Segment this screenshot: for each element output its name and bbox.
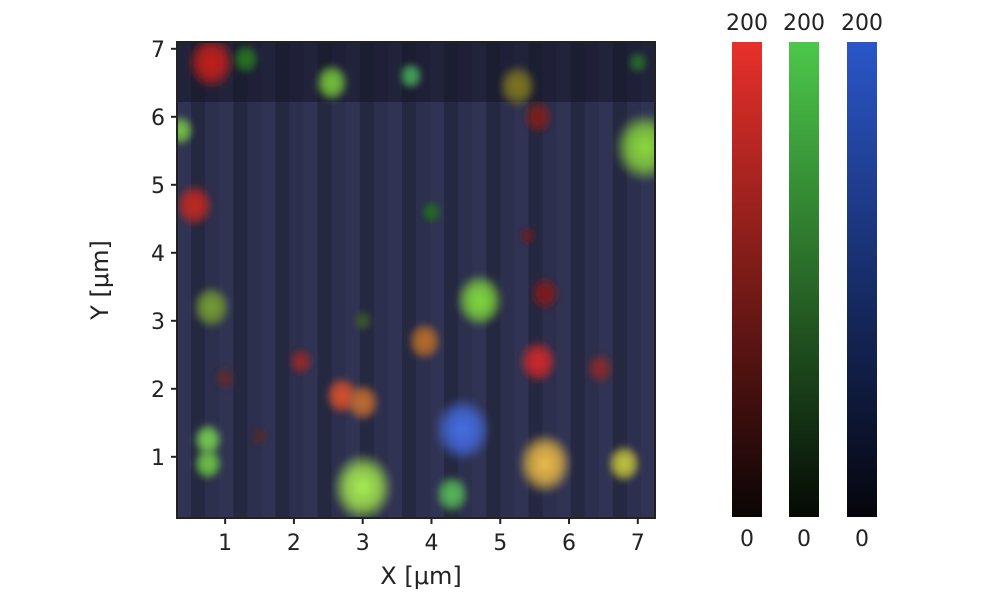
spot-26: [251, 427, 268, 446]
plot-frame: [176, 41, 656, 519]
colorbar-blue-min-label: 0: [855, 527, 869, 552]
x-tick-label: 2: [287, 531, 301, 556]
spot-15: [353, 309, 373, 332]
spot-17: [214, 366, 236, 391]
spot-12: [192, 285, 231, 330]
colorbar-red-min-label: 0: [740, 527, 754, 552]
y-tick-label: 3: [151, 310, 165, 335]
spot-18: [288, 347, 314, 376]
spot-22: [345, 382, 380, 422]
colorbar-green: [789, 42, 819, 517]
x-tick-label: 1: [218, 531, 232, 556]
spot-6: [177, 114, 195, 147]
colorbar-panel: 200 0 200 0 200 0: [726, 11, 883, 552]
y-tick-label: 7: [151, 38, 165, 63]
spot-13: [455, 273, 504, 328]
spot-27: [331, 452, 394, 518]
x-tick-label: 5: [493, 531, 507, 556]
y-tick-label: 6: [151, 106, 165, 131]
y-tick-label: 5: [151, 174, 165, 199]
colorbar-green-max-label: 200: [783, 11, 825, 36]
spot-2: [314, 63, 349, 103]
plot-axes: 1 2 3 4 5 6 7 1 2 3 4 5 6 7: [151, 38, 656, 556]
x-tick-label: 7: [631, 531, 645, 556]
spot-19: [518, 339, 558, 384]
y-tick-label: 1: [151, 446, 165, 471]
spot-24: [192, 422, 224, 458]
y-tick-label: 2: [151, 378, 165, 403]
colorbar-red: [732, 42, 762, 517]
colorbar-blue-max-label: 200: [841, 11, 883, 36]
y-axis-label: Y [μm]: [86, 240, 114, 321]
spot-5: [627, 50, 649, 75]
x-axis-label: X [μm]: [380, 562, 461, 590]
spot-1: [232, 43, 260, 75]
x-tick-label: 6: [562, 531, 576, 556]
spot-23: [433, 396, 492, 463]
spot-7: [522, 99, 554, 135]
spot-25: [192, 446, 224, 481]
spot-30: [606, 444, 642, 484]
spot-8: [613, 112, 655, 183]
x-tick-label: 3: [356, 531, 370, 556]
x-tick-label: 4: [424, 531, 438, 556]
spot-11: [519, 226, 537, 246]
y-tick-label: 4: [151, 242, 165, 267]
spot-9: [177, 183, 214, 228]
spot-20: [586, 352, 614, 385]
spot-10: [421, 200, 442, 224]
spot-4: [498, 64, 537, 109]
colorbar-red-max-label: 200: [726, 11, 768, 36]
spot-14: [529, 276, 561, 311]
spot-16: [407, 321, 442, 361]
heatmap-image: [177, 42, 655, 518]
spot-3: [398, 61, 424, 91]
spot-28: [434, 474, 470, 514]
spot-0: [187, 42, 236, 90]
colorbar-green-min-label: 0: [797, 527, 811, 552]
spot-29: [517, 432, 573, 495]
colorbar-blue: [847, 42, 877, 517]
